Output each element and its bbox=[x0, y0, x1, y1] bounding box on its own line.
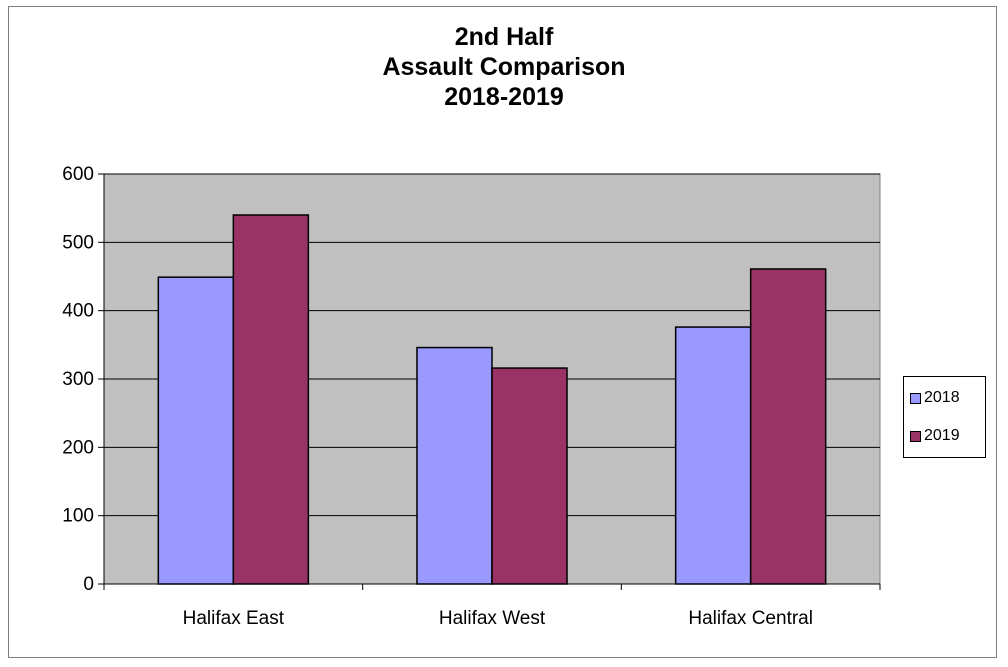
legend-item-2019: 2019 bbox=[910, 427, 960, 445]
legend-swatch-2018 bbox=[910, 392, 921, 404]
bar-2018-halifax-central bbox=[674, 326, 752, 585]
legend: 2018 2019 bbox=[903, 376, 986, 458]
chart-title-line-1: 2nd Half bbox=[454, 23, 554, 51]
y-tick-label-400: 400 bbox=[62, 301, 94, 322]
bar-2019-halifax-central bbox=[749, 268, 827, 585]
legend-swatch-2019 bbox=[910, 430, 921, 442]
legend-item-2018: 2018 bbox=[910, 389, 960, 407]
y-tick-label-200: 200 bbox=[62, 437, 94, 458]
bar-2018-halifax-east bbox=[157, 276, 235, 585]
x-tick-label-halifax-east: Halifax East bbox=[183, 608, 285, 629]
y-tick-label-500: 500 bbox=[62, 232, 94, 253]
y-tick-label-300: 300 bbox=[62, 369, 94, 390]
y-tick-label-0: 0 bbox=[83, 574, 94, 595]
y-tick-label-600: 600 bbox=[62, 164, 94, 185]
legend-label-2018: 2018 bbox=[924, 389, 960, 406]
y-tick-label-100: 100 bbox=[62, 506, 94, 527]
legend-label-2019: 2019 bbox=[924, 427, 960, 444]
bar-2019-halifax-east bbox=[232, 214, 310, 585]
bar-2019-halifax-west bbox=[491, 367, 568, 585]
chart-title: 2nd Half Assault Comparison 2018-2019 bbox=[0, 22, 1008, 112]
x-tick-label-halifax-west: Halifax West bbox=[439, 608, 546, 629]
chart-title-line-3: 2018-2019 bbox=[444, 83, 564, 111]
x-tick-label-halifax-central: Halifax Central bbox=[688, 608, 813, 629]
bar-2018-halifax-west bbox=[416, 346, 493, 585]
chart-title-line-2: Assault Comparison bbox=[382, 53, 626, 81]
